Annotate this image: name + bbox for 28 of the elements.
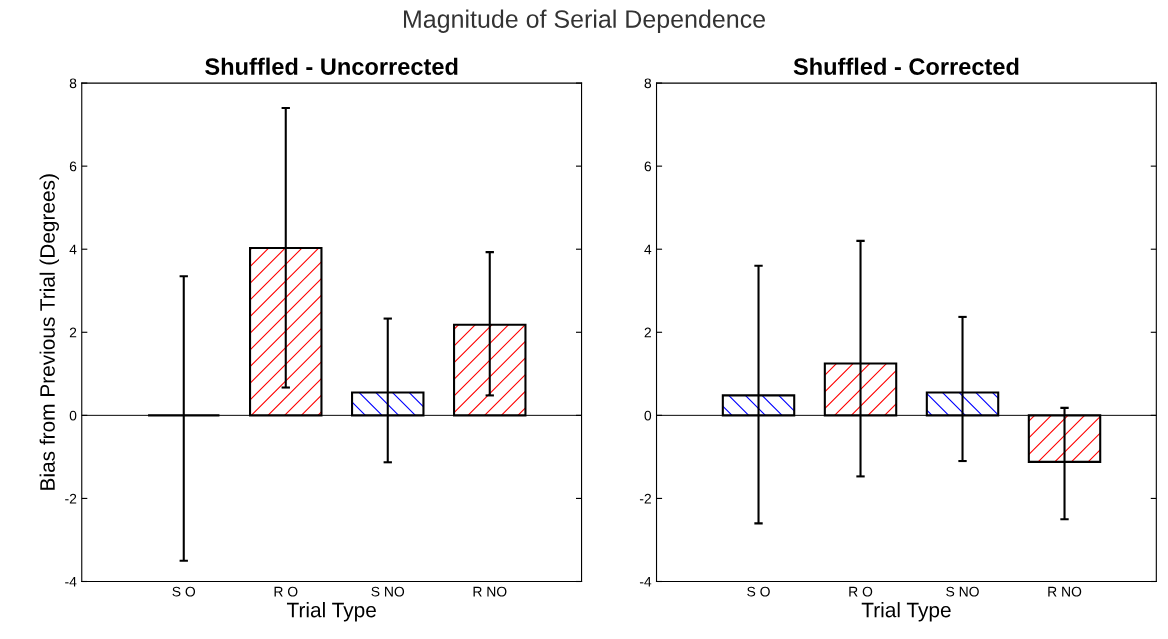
y-tick-label: 8 bbox=[644, 78, 652, 89]
y-tick-label: -2 bbox=[639, 493, 651, 504]
y-tick-label: -4 bbox=[65, 576, 77, 587]
y-tick-label: 0 bbox=[69, 410, 77, 421]
y-tick-label: 0 bbox=[644, 410, 652, 421]
y-tick-label: 6 bbox=[69, 161, 77, 172]
x-tick-label: R O bbox=[274, 586, 298, 597]
x-tick-label: S NO bbox=[946, 586, 979, 597]
y-tick-label: 2 bbox=[644, 327, 651, 338]
chart-title: Shuffled - Corrected bbox=[793, 57, 1019, 75]
x-axis-title: Trial Type bbox=[861, 602, 951, 622]
y-tick-label: 4 bbox=[644, 244, 652, 255]
x-axis-title: Trial Type bbox=[286, 602, 376, 622]
y-tick-label: 8 bbox=[69, 78, 77, 89]
y-axis-title: Bias from Previous Trial (Degrees) bbox=[39, 174, 59, 490]
text: Magnitude of Serial Dependence bbox=[404, 9, 765, 33]
x-tick-label: S NO bbox=[371, 586, 405, 597]
y-tick-label: 4 bbox=[69, 244, 77, 255]
y-tick-label: 6 bbox=[644, 161, 652, 172]
x-tick-label: R O bbox=[849, 586, 873, 597]
y-tick-label: 2 bbox=[69, 327, 77, 338]
x-tick-label: R NO bbox=[1048, 586, 1082, 597]
x-tick-label: S O bbox=[747, 586, 770, 597]
y-tick-label: -4 bbox=[639, 576, 652, 587]
x-tick-label: S O bbox=[172, 586, 196, 597]
y-tick-label: -2 bbox=[65, 493, 77, 504]
x-tick-label: R NO bbox=[473, 586, 507, 597]
chart-title: Shuffled - Uncorrected bbox=[205, 57, 458, 75]
